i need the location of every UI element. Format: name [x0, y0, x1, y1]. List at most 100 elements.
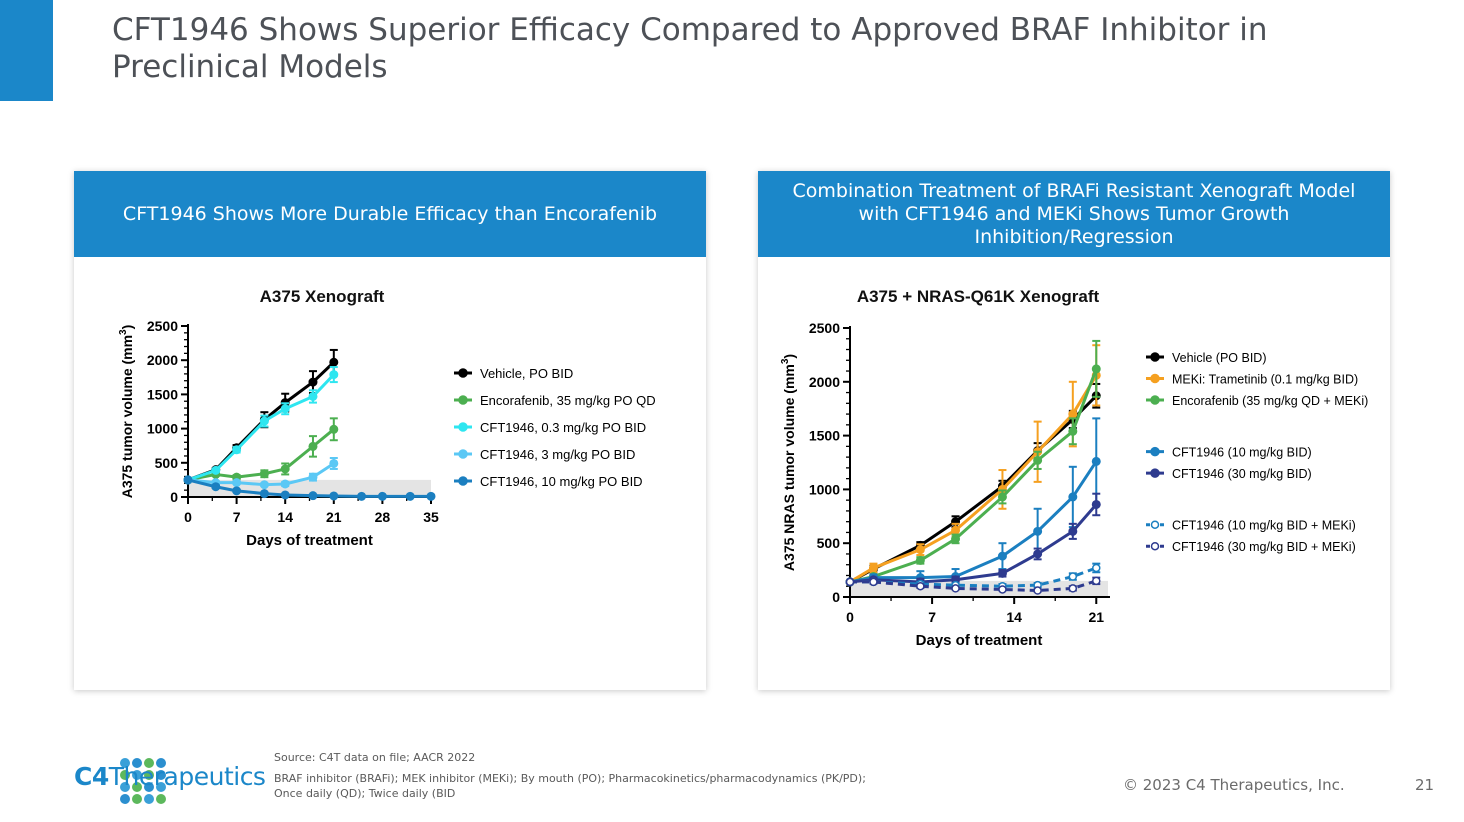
data-point [1033, 549, 1043, 559]
x-tick-label: 21 [1088, 609, 1104, 625]
series-0: Vehicle, PO BID [183, 348, 573, 485]
series-line [849, 374, 1098, 584]
series-line [850, 566, 1097, 588]
data-point [915, 555, 925, 565]
legend-swatch-marker [1150, 468, 1160, 478]
data-point [259, 416, 269, 426]
y-axis-label: A375 NRAS tumor volume (mm3) [780, 354, 797, 571]
y-tick-label: 500 [817, 535, 841, 551]
data-point [1033, 455, 1043, 465]
logo-dot [156, 770, 166, 780]
legend-label: MEKi: Trametinib (0.1 mg/kg BID) [1172, 373, 1358, 387]
data-point [280, 404, 290, 414]
data-point [329, 424, 339, 434]
logo-dot [120, 782, 130, 792]
data-point [405, 491, 415, 501]
data-point [259, 469, 269, 479]
chart-title: A375 + NRAS-Q61K Xenograft [857, 287, 1100, 306]
legend-label: Encorafenib (35 mg/kg QD + MEKi) [1172, 394, 1368, 408]
data-point [997, 568, 1007, 578]
legend-swatch-marker [1150, 373, 1160, 384]
right-chart-panel: Combination Treatment of BRAFi Resistant… [758, 171, 1390, 690]
legend-label: Encorafenib, 35 mg/kg PO QD [480, 393, 656, 408]
y-axis-label: A375 tumor volume (mm3) [118, 325, 135, 499]
logo-dot [144, 758, 154, 768]
y-tick-label: 1000 [809, 481, 840, 497]
data-point [1033, 526, 1043, 536]
y-tick-label: 500 [155, 455, 179, 471]
chart-title: A375 Xenograft [260, 287, 385, 306]
x-tick-label: 35 [423, 509, 439, 525]
data-point [232, 478, 242, 488]
accent-bar [0, 0, 53, 101]
legend-swatch-marker [458, 476, 468, 486]
slide-title: CFT1946 Shows Superior Efficacy Compared… [112, 12, 1268, 85]
data-point [211, 465, 221, 475]
x-tick-label: 7 [928, 609, 936, 625]
legend-label: CFT1946, 3 mg/kg PO BID [480, 447, 635, 462]
logo-dot [132, 782, 142, 792]
logo-dot [144, 770, 154, 780]
data-point [308, 441, 318, 451]
data-point [997, 551, 1007, 561]
legend-label: CFT1946 (10 mg/kg BID) [1172, 446, 1312, 460]
x-tick-label: 14 [1006, 609, 1022, 625]
logo-dot [156, 758, 166, 768]
y-tick-label: 2500 [809, 320, 840, 336]
data-point [998, 585, 1007, 594]
data-point [1091, 456, 1101, 466]
data-point [329, 370, 339, 380]
legend-label: CFT1946, 10 mg/kg PO BID [480, 474, 643, 489]
logo-c4: C4 [74, 762, 109, 791]
legend-swatch-marker [1150, 520, 1160, 529]
c4-logo-icon [120, 758, 166, 804]
legend-label: CFT1946 (30 mg/kg BID + MEKi) [1172, 540, 1356, 554]
y-axis-label-sup: 3 [118, 329, 129, 335]
nras-xenograft-chart: A375 + NRAS-Q61K Xenograft 0 500 1000 1500 20… [780, 287, 1368, 649]
x-tick-label: 28 [375, 509, 391, 525]
data-point [280, 464, 290, 474]
data-point [329, 458, 339, 468]
series-2: CFT1946, 0.3 mg/kg PO BID [183, 366, 646, 485]
data-point [951, 525, 961, 535]
y-tick-label: 0 [170, 489, 178, 505]
company-logo-text: C4Therapeutics [74, 762, 266, 791]
data-point [308, 391, 318, 401]
data-point [211, 482, 221, 492]
data-point [329, 357, 339, 367]
x-tick-label: 21 [326, 509, 342, 525]
footnote-line-2: Once daily (QD); Twice daily (BID [274, 787, 456, 800]
series-line [849, 368, 1098, 584]
data-point [329, 491, 339, 501]
series-1: MEKi: Trametinib (0.1 mg/kg BID) [845, 344, 1358, 587]
logo-dot [156, 782, 166, 792]
data-point [1068, 572, 1078, 581]
data-point [280, 479, 290, 489]
y-tick-label: 1000 [147, 421, 178, 437]
legend-swatch-marker [458, 422, 468, 432]
series-6: CFT1946 (30 mg/kg BID + MEKi) [845, 540, 1356, 595]
y-tick-label: 2000 [809, 374, 840, 390]
data-point [1068, 426, 1078, 436]
legend-swatch-marker [1150, 395, 1160, 405]
page-number: 21 [1415, 776, 1435, 794]
y-axis-label-text: A375 NRAS tumor volume (mm [781, 364, 797, 571]
data-point [308, 377, 318, 387]
x-tick-label: 0 [184, 509, 192, 525]
data-point [845, 577, 855, 587]
x-tick-label: 0 [846, 609, 854, 625]
logo-dot [132, 794, 142, 804]
data-point [259, 489, 269, 499]
right-panel-header: Combination Treatment of BRAFi Resistant… [758, 171, 1390, 257]
logo-dot [120, 794, 130, 804]
source-note: Source: C4T data on file; AACR 2022 [274, 751, 476, 764]
y-tick-label: 0 [832, 589, 840, 605]
logo-dot [132, 758, 142, 768]
series-line [850, 579, 1097, 593]
data-point [997, 492, 1007, 502]
data-point [259, 480, 269, 490]
y-tick-label: 2000 [147, 352, 178, 368]
data-point [1091, 364, 1101, 374]
data-point [357, 491, 367, 501]
series-line [849, 503, 1098, 584]
